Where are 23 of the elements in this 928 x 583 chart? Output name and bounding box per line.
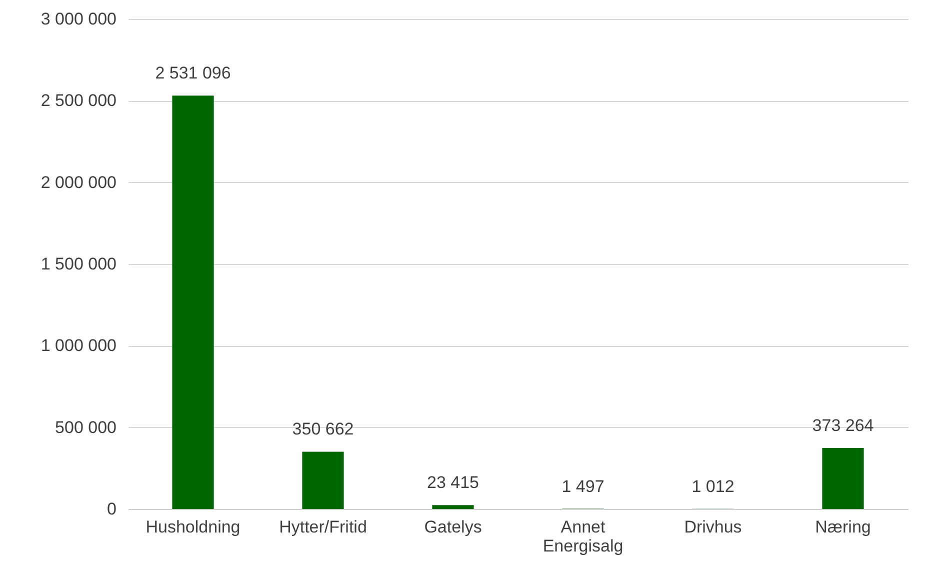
data-label: 1 012 xyxy=(692,476,734,496)
data-label: 23 415 xyxy=(427,473,479,492)
bar xyxy=(432,505,474,509)
data-label: 2 531 096 xyxy=(155,64,231,83)
data-label: 350 662 xyxy=(292,420,354,439)
y-tick-label: 0 xyxy=(107,500,116,518)
x-tick-label: Hytter/Fritid xyxy=(279,518,367,536)
x-tick-label: Gatelys xyxy=(424,518,482,536)
y-tick-label: 2 500 000 xyxy=(40,91,116,110)
y-tick-label: 500 000 xyxy=(55,418,116,437)
x-tick-label: Husholdning xyxy=(146,518,240,536)
y-tick-label: 1 000 000 xyxy=(40,336,116,356)
x-tick-label: Drivhus xyxy=(684,518,742,536)
data-label: 373 264 xyxy=(812,416,874,436)
x-tick-label: Annet Energisalg xyxy=(542,518,624,556)
data-label: 1 497 xyxy=(562,476,604,496)
y-tick-label: 3 000 000 xyxy=(40,10,116,28)
bar xyxy=(822,448,864,509)
y-tick-label: 1 500 000 xyxy=(40,254,116,274)
bar xyxy=(172,96,214,509)
bar xyxy=(302,452,344,509)
x-tick-label: Næring xyxy=(815,518,871,536)
y-tick-label: 2 000 000 xyxy=(40,172,116,192)
